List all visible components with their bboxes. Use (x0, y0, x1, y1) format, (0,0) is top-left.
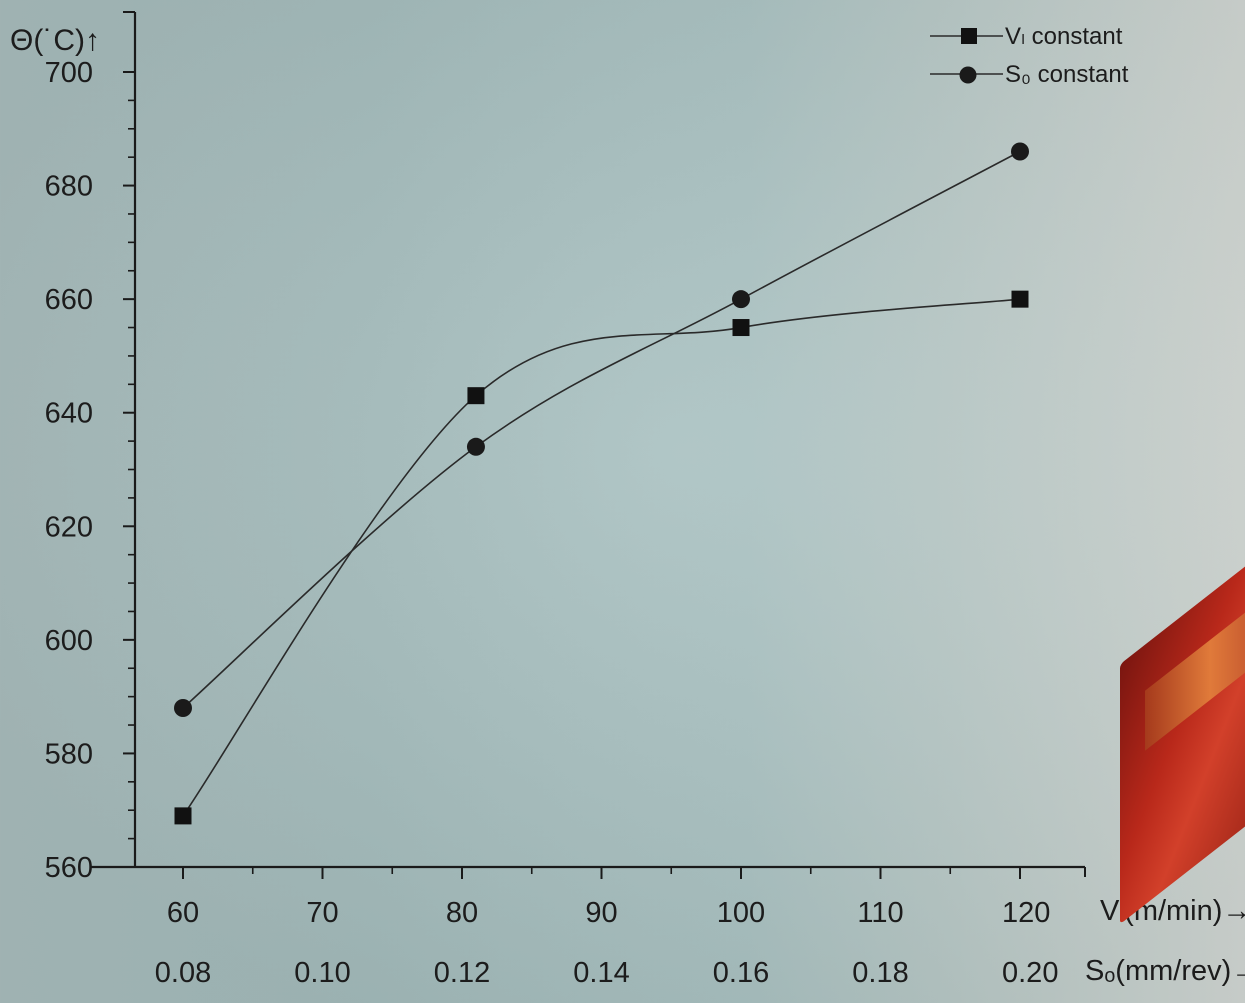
x-secondary-tick-label: 0.10 (294, 957, 350, 989)
circle-data-point (466, 437, 485, 456)
x-primary-tick-label: 90 (585, 897, 617, 929)
y-tick-label: 600 (45, 625, 93, 657)
axes (90, 11, 1085, 869)
circle-data-point (174, 699, 192, 717)
square-data-point (174, 807, 192, 825)
x-axis-secondary-label: Sₒ(mm/rev)→ (1085, 955, 1245, 987)
circle-data-point (1011, 142, 1029, 161)
x-secondary-tick-label: 0.18 (852, 957, 908, 989)
x-secondary-tick-label: 0.08 (155, 957, 211, 989)
y-tick-label: 580 (45, 738, 93, 770)
square-data-point (1011, 290, 1029, 308)
x-primary-tick-label: 60 (167, 897, 199, 929)
x-primary-tick-label: 70 (306, 897, 338, 929)
x-axis-ticks: 60 0.08 70 0.10 80 0.12 90 0.14 100 0.16 110 0.18 12… (155, 867, 1086, 989)
circle-data-point (732, 290, 750, 309)
y-axis-ticks: 560 580 600 620 640 660 680 700 (45, 57, 135, 884)
square-data-point (467, 387, 485, 405)
y-tick-label: 640 (45, 398, 93, 430)
x-primary-tick-label: 80 (446, 897, 478, 929)
series-layer (174, 142, 1029, 825)
legend: Vₗ constant S₀ constant (930, 23, 1129, 88)
x-secondary-tick-label: 0.14 (573, 957, 629, 989)
x-secondary-tick-label: 0.20 (1002, 957, 1058, 989)
x-secondary-tick-label: 0.16 (713, 957, 769, 989)
y-tick-label: 660 (45, 284, 93, 316)
series-vc-constant-line (182, 298, 1021, 817)
legend-label-vc-constant: Vₗ constant (1005, 23, 1123, 50)
x-secondary-tick-label: 0.12 (434, 957, 490, 989)
square-data-point (732, 319, 750, 337)
legend-square-marker (961, 28, 977, 44)
x-primary-tick-label: 120 (1002, 897, 1050, 929)
y-tick-label: 700 (45, 57, 93, 89)
y-axis-label: Θ(˙C)↑ (10, 24, 100, 57)
y-tick-label: 560 (45, 852, 93, 884)
x-primary-tick-label: 100 (717, 897, 765, 929)
legend-circle-marker (959, 66, 977, 84)
y-tick-label: 680 (45, 171, 93, 203)
x-primary-tick-label: 110 (857, 897, 903, 929)
series-so-constant-line (182, 150, 1021, 709)
y-tick-label: 620 (45, 511, 93, 543)
legend-label-so-constant: S₀ constant (1005, 61, 1129, 88)
